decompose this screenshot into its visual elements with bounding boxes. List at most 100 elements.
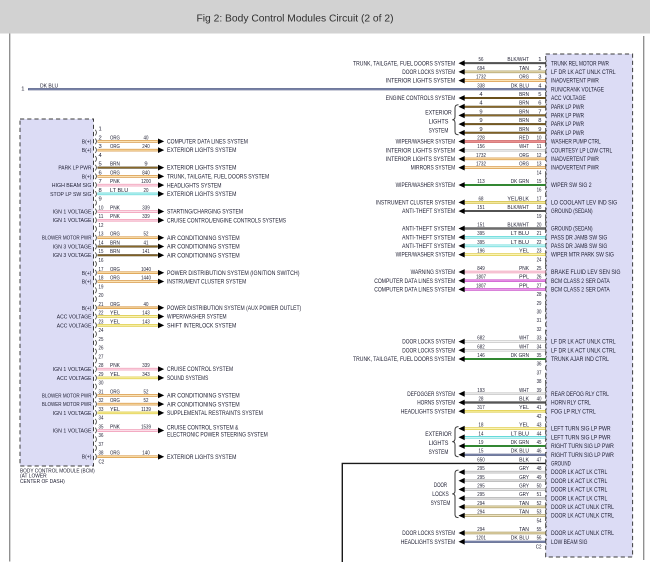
svg-text:52: 52 — [144, 398, 149, 404]
svg-text:9: 9 — [538, 127, 541, 133]
svg-text:5: 5 — [538, 92, 541, 98]
svg-text:EXTERIOR: EXTERIOR — [425, 432, 452, 438]
svg-text:BRN: BRN — [110, 249, 120, 255]
svg-text:FOG LP RLY CTRL: FOG LP RLY CTRL — [551, 409, 596, 415]
svg-text:317: 317 — [477, 405, 484, 411]
svg-text:23: 23 — [99, 319, 104, 325]
svg-text:22: 22 — [537, 240, 542, 246]
svg-text:BLK/WHT: BLK/WHT — [507, 205, 529, 211]
svg-text:45: 45 — [537, 440, 542, 446]
svg-text:WIPER SW SIG 2: WIPER SW SIG 2 — [551, 183, 592, 189]
svg-text:26: 26 — [99, 346, 104, 352]
svg-text:SYSTEM: SYSTEM — [429, 128, 449, 134]
svg-text:295: 295 — [477, 475, 484, 481]
svg-text:42: 42 — [537, 414, 542, 420]
svg-text:1539: 1539 — [141, 424, 151, 430]
svg-text:43: 43 — [537, 423, 542, 429]
svg-text:18: 18 — [479, 423, 484, 429]
svg-text:B(+): B(+) — [82, 455, 92, 461]
svg-text:PARK LP PWR: PARK LP PWR — [551, 122, 585, 128]
svg-text:BCM CLASS 2 SER DATA: BCM CLASS 2 SER DATA — [551, 288, 610, 294]
svg-text:WIPER/WASHER SYSTEM: WIPER/WASHER SYSTEM — [396, 140, 456, 146]
svg-text:338: 338 — [477, 83, 484, 89]
svg-text:LF DR LK ACT UNLK CTRL: LF DR LK ACT UNLK CTRL — [551, 348, 616, 354]
svg-text:35: 35 — [99, 424, 104, 430]
svg-text:WHT: WHT — [519, 144, 529, 150]
svg-text:849: 849 — [477, 266, 484, 272]
svg-text:156: 156 — [477, 144, 484, 150]
svg-text:IGN 1 VOLTAGE: IGN 1 VOLTAGE — [53, 218, 92, 224]
svg-text:17: 17 — [99, 267, 104, 273]
svg-text:15: 15 — [537, 179, 542, 185]
svg-text:694: 694 — [477, 66, 485, 72]
svg-text:WHT: WHT — [519, 344, 529, 350]
svg-text:1732: 1732 — [476, 153, 486, 159]
svg-text:LT BLU: LT BLU — [511, 240, 529, 246]
svg-text:295: 295 — [477, 492, 484, 498]
svg-text:196: 196 — [477, 249, 484, 255]
svg-text:22: 22 — [99, 311, 104, 317]
svg-text:12: 12 — [99, 223, 104, 229]
svg-text:23: 23 — [537, 249, 542, 255]
svg-text:YEL: YEL — [110, 319, 121, 325]
svg-text:33: 33 — [99, 407, 104, 413]
svg-text:52: 52 — [144, 232, 149, 238]
svg-text:YEL: YEL — [110, 407, 121, 413]
svg-text:20: 20 — [99, 293, 104, 299]
svg-text:14: 14 — [537, 170, 542, 176]
svg-text:15: 15 — [479, 449, 484, 455]
svg-text:COURTESY LP LOW CTRL: COURTESY LP LOW CTRL — [551, 148, 613, 154]
svg-text:DK GRN: DK GRN — [511, 353, 529, 359]
svg-text:RIGHT TURN SIG LP PWR: RIGHT TURN SIG LP PWR — [551, 444, 614, 450]
svg-text:52: 52 — [144, 389, 149, 395]
svg-text:ORG: ORG — [110, 398, 120, 404]
svg-text:YEL: YEL — [519, 423, 530, 429]
svg-text:51: 51 — [537, 492, 542, 498]
svg-text:ACC VOLTAGE: ACC VOLTAGE — [57, 315, 92, 321]
svg-text:PNK: PNK — [110, 205, 120, 211]
svg-text:4: 4 — [538, 83, 542, 89]
svg-text:ACC VOLTAGE: ACC VOLTAGE — [57, 376, 92, 382]
svg-text:193: 193 — [477, 388, 484, 394]
svg-text:PARK LP PWR: PARK LP PWR — [551, 114, 585, 120]
svg-text:COMPUTER DATA LINES SYSTEM: COMPUTER DATA LINES SYSTEM — [374, 288, 455, 294]
svg-text:27: 27 — [99, 354, 104, 360]
svg-text:BRN: BRN — [519, 109, 529, 115]
svg-text:DOOR LK ACT LK CTRL: DOOR LK ACT LK CTRL — [551, 496, 608, 502]
svg-text:13: 13 — [99, 232, 104, 238]
svg-text:40: 40 — [144, 135, 149, 141]
svg-text:INSTRUMENT CLUSTER SYSTEM: INSTRUMENT CLUSTER SYSTEM — [167, 280, 246, 286]
svg-text:LOW BEAM SIG: LOW BEAM SIG — [551, 540, 588, 546]
svg-text:295: 295 — [477, 466, 484, 472]
svg-text:EXTERIOR LIGHTS SYSTEM: EXTERIOR LIGHTS SYSTEM — [167, 148, 236, 154]
svg-text:32: 32 — [537, 327, 542, 333]
svg-text:RUN/CRANK VOLTAGE: RUN/CRANK VOLTAGE — [551, 87, 604, 93]
svg-text:56: 56 — [537, 536, 542, 542]
svg-text:36: 36 — [537, 362, 542, 368]
svg-text:TAN: TAN — [519, 66, 529, 72]
svg-text:AIR CONDITIONING SYSTEM: AIR CONDITIONING SYSTEM — [167, 402, 240, 408]
svg-text:SHIFT INTERLOCK SYSTEM: SHIFT INTERLOCK SYSTEM — [167, 323, 236, 329]
svg-text:ORG: ORG — [110, 267, 120, 273]
svg-text:20: 20 — [144, 188, 149, 194]
svg-text:IGN 1 VOLTAGE: IGN 1 VOLTAGE — [53, 209, 92, 215]
svg-text:IGN 1 VOLTAGE: IGN 1 VOLTAGE — [53, 367, 92, 373]
svg-text:B(+): B(+) — [82, 139, 92, 145]
svg-text:46: 46 — [537, 449, 542, 455]
svg-text:31: 31 — [537, 318, 542, 324]
svg-text:PASS DR JAMB SW SIG: PASS DR JAMB SW SIG — [551, 244, 608, 250]
svg-text:38: 38 — [537, 379, 542, 385]
svg-text:YEL: YEL — [110, 372, 121, 378]
svg-text:WIPER MTR PARK SW SIG: WIPER MTR PARK SW SIG — [551, 253, 614, 259]
svg-text:ACC VOLTAGE: ACC VOLTAGE — [551, 96, 586, 102]
svg-text:LIGHTS: LIGHTS — [429, 441, 449, 447]
svg-text:13: 13 — [537, 162, 542, 168]
svg-text:BRN: BRN — [519, 118, 529, 124]
svg-text:BRAKE FLUID LEV SEN SIG: BRAKE FLUID LEV SEN SIG — [551, 270, 621, 276]
svg-text:IGN 1 VOLTAGE: IGN 1 VOLTAGE — [53, 428, 92, 434]
svg-text:1: 1 — [538, 57, 541, 63]
svg-text:1200: 1200 — [141, 179, 151, 185]
svg-text:ELECTRONIC POWER STEERING SYST: ELECTRONIC POWER STEERING SYSTEM — [167, 433, 268, 439]
svg-text:HORNS SYSTEM: HORNS SYSTEM — [417, 401, 455, 407]
svg-text:6: 6 — [99, 170, 102, 176]
